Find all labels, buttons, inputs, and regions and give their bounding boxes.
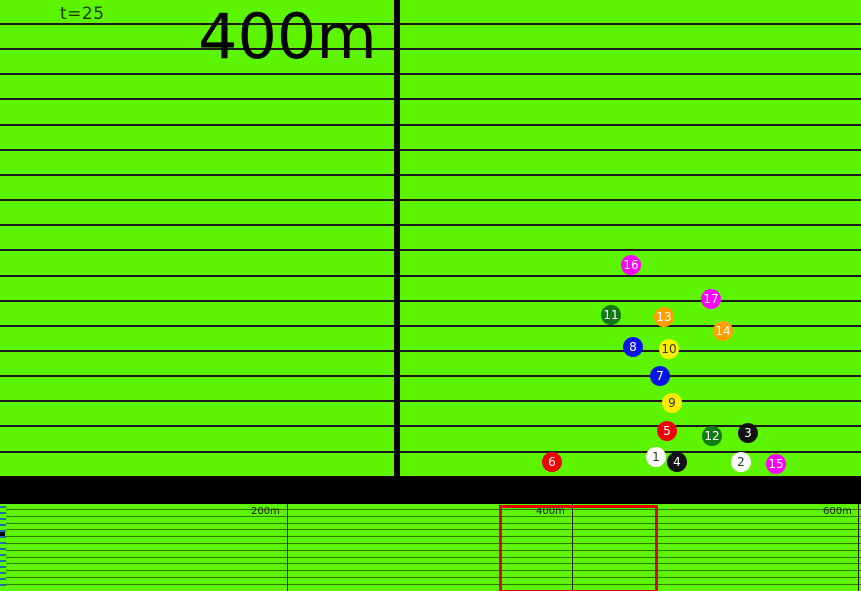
lane-line [0, 425, 861, 428]
minimap[interactable]: 200m 400m 600m [0, 504, 861, 591]
lane-line [0, 23, 861, 25]
lane-line [0, 299, 861, 302]
minimap-lane-line [0, 536, 861, 538]
distance-marker-label: 400m [198, 0, 377, 73]
lane-line [0, 98, 861, 101]
minimap-lane-line [0, 563, 861, 565]
race-track-view: t=25 400m 1 2 3 4 5 6 7 8 9 10 11 12 13 14 15 16 17 [0, 0, 861, 476]
runner-6: 6 [542, 452, 562, 472]
minimap-lane-line [0, 556, 861, 558]
minimap-lane-line [0, 515, 861, 517]
runner-16: 16 [621, 255, 641, 275]
runner-3: 3 [738, 423, 758, 443]
lane-line [0, 48, 861, 51]
runner-9: 9 [662, 393, 682, 413]
minimap-lane-line [0, 509, 861, 510]
runner-5: 5 [657, 421, 677, 441]
minimap-label-200m: 200m [251, 506, 280, 517]
minimap-lane-line [0, 577, 861, 578]
lane-line [0, 249, 861, 252]
lane-line [0, 450, 861, 453]
lane-line [0, 148, 861, 151]
lane-line [0, 224, 861, 227]
lane-line [0, 123, 861, 126]
runner-12: 12 [702, 426, 722, 446]
minimap-marker-600m [858, 504, 859, 591]
minimap-marker-400m [572, 504, 573, 591]
minimap-label-400m: 400m [536, 506, 565, 517]
lane-line [0, 375, 861, 378]
time-counter: t=25 [60, 4, 105, 24]
minimap-lane-line [0, 529, 861, 531]
minimap-lane-line [0, 549, 861, 551]
divider-bar [0, 476, 861, 504]
minimap-marker-200m [287, 504, 288, 591]
lane-line [0, 324, 861, 327]
runner-1: 1 [646, 447, 666, 467]
minimap-runner-dots [0, 506, 6, 588]
finish-line [394, 0, 400, 476]
lane-line [0, 349, 861, 352]
minimap-viewport-box[interactable] [499, 505, 658, 591]
minimap-cursor [0, 532, 5, 536]
runner-4: 4 [667, 452, 687, 472]
runner-17: 17 [701, 289, 721, 309]
runner-11: 11 [601, 305, 621, 325]
minimap-lane-line [0, 570, 861, 572]
minimap-lane-line [0, 543, 861, 544]
runner-15: 15 [766, 454, 786, 474]
lane-line [0, 199, 861, 202]
runner-2: 2 [731, 452, 751, 472]
minimap-lane-line [0, 522, 861, 524]
minimap-lane-line [0, 583, 861, 585]
runner-7: 7 [650, 366, 670, 386]
runner-14: 14 [713, 321, 733, 341]
runner-13: 13 [654, 307, 674, 327]
lane-line [0, 274, 861, 277]
runner-10: 10 [659, 339, 679, 359]
runner-8: 8 [623, 337, 643, 357]
lane-line [0, 400, 861, 403]
lane-line [0, 173, 861, 176]
minimap-label-600m: 600m [823, 506, 852, 517]
lane-line [0, 73, 861, 76]
